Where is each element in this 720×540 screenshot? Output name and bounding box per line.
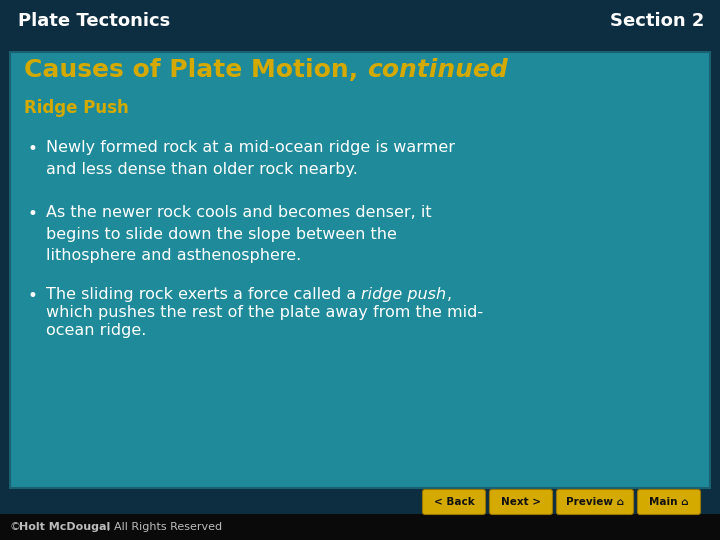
Text: , All Rights Reserved: , All Rights Reserved <box>107 522 222 532</box>
Text: ,: , <box>446 287 451 302</box>
Bar <box>0 514 720 540</box>
Text: Newly formed rock at a mid-ocean ridge is warmer
and less dense than older rock : Newly formed rock at a mid-ocean ridge i… <box>46 140 455 177</box>
FancyBboxPatch shape <box>557 489 634 515</box>
FancyBboxPatch shape <box>637 489 701 515</box>
Text: < Back: < Back <box>433 497 474 507</box>
Text: As the newer rock cools and becomes denser, it
begins to slide down the slope be: As the newer rock cools and becomes dens… <box>46 205 431 263</box>
Text: continued: continued <box>367 58 508 82</box>
Text: •: • <box>28 287 38 305</box>
Text: Causes of Plate Motion,: Causes of Plate Motion, <box>24 58 367 82</box>
FancyBboxPatch shape <box>423 489 485 515</box>
Text: Next >: Next > <box>501 497 541 507</box>
Bar <box>0 0 720 42</box>
Text: which pushes the rest of the plate away from the mid-: which pushes the rest of the plate away … <box>46 305 483 320</box>
Text: •: • <box>28 140 38 158</box>
FancyBboxPatch shape <box>490 489 552 515</box>
Text: Main ⌂: Main ⌂ <box>649 497 689 507</box>
Text: ocean ridge.: ocean ridge. <box>46 323 146 338</box>
Text: Plate Tectonics: Plate Tectonics <box>18 12 170 30</box>
Text: •: • <box>28 205 38 223</box>
Text: Ridge Push: Ridge Push <box>24 99 129 117</box>
Text: Holt McDougal: Holt McDougal <box>19 522 110 532</box>
Text: Section 2: Section 2 <box>610 12 704 30</box>
Text: The sliding rock exerts a force called a: The sliding rock exerts a force called a <box>46 287 361 302</box>
Text: Preview ⌂: Preview ⌂ <box>566 497 624 507</box>
Text: ridge push: ridge push <box>361 287 446 302</box>
FancyBboxPatch shape <box>10 52 710 488</box>
Text: ©: © <box>10 522 24 532</box>
